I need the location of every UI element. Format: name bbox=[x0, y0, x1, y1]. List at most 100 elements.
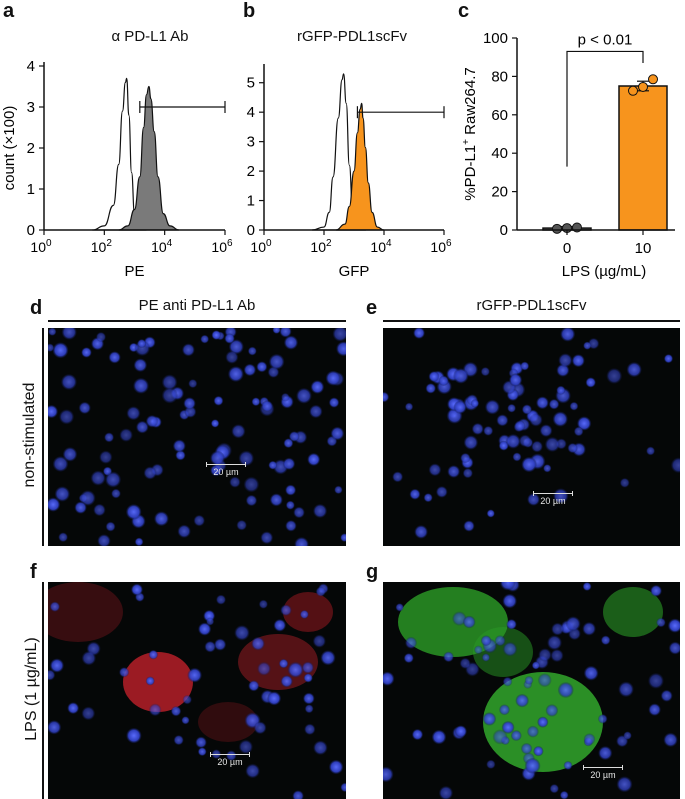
panel-a-title: α PD-L1 Ab bbox=[111, 28, 189, 45]
cell-nucleus bbox=[280, 675, 293, 688]
y-tick-label: 4 bbox=[247, 104, 255, 121]
cell-nucleus bbox=[292, 790, 304, 799]
cell-nucleus bbox=[582, 582, 592, 591]
cell-nucleus bbox=[231, 424, 246, 439]
x-tick-label: 102 bbox=[91, 238, 113, 255]
data-point bbox=[628, 85, 638, 96]
cell-nucleus bbox=[285, 500, 295, 510]
cell-nucleus bbox=[507, 403, 516, 413]
cell-nucleus bbox=[524, 757, 541, 774]
cell-nucleus bbox=[315, 586, 326, 597]
cell-nucleus bbox=[462, 468, 473, 479]
cell-nucleus bbox=[273, 619, 286, 632]
stain-region bbox=[198, 702, 258, 742]
micrograph-g: 20 µm bbox=[383, 582, 680, 799]
cell-nucleus bbox=[606, 368, 623, 384]
cell-nucleus bbox=[616, 776, 633, 793]
cell-nucleus bbox=[234, 625, 250, 641]
cell-nucleus bbox=[529, 413, 543, 427]
cell-nucleus bbox=[96, 332, 106, 342]
cell-nucleus bbox=[648, 673, 664, 689]
cell-nucleus bbox=[257, 661, 271, 676]
cell-nucleus bbox=[228, 339, 244, 355]
cell-nucleus bbox=[536, 396, 549, 410]
cell-nucleus bbox=[569, 401, 579, 411]
cell-nucleus bbox=[667, 618, 680, 633]
y-tick-label: 4 bbox=[27, 58, 35, 75]
cell-nucleus bbox=[213, 395, 224, 406]
cell-nucleus bbox=[283, 335, 298, 350]
cell-nucleus bbox=[313, 503, 328, 518]
cell-nucleus bbox=[304, 723, 316, 735]
p-value-label: p < 0.01 bbox=[578, 31, 633, 48]
cell-nucleus bbox=[563, 761, 573, 770]
scale-bar-e: 20 µm bbox=[533, 491, 573, 506]
cell-nucleus bbox=[518, 434, 532, 447]
cell-nucleus bbox=[267, 691, 282, 706]
cell-nucleus bbox=[320, 650, 336, 666]
cell-nucleus bbox=[527, 493, 540, 506]
cell-nucleus bbox=[545, 704, 559, 717]
cell-nucleus bbox=[149, 703, 162, 716]
cell-nucleus bbox=[583, 665, 599, 681]
cell-nucleus bbox=[48, 720, 62, 735]
cell-nucleus bbox=[183, 397, 196, 410]
cell-nucleus bbox=[90, 470, 106, 486]
cell-nucleus bbox=[543, 464, 552, 473]
cell-nucleus bbox=[510, 730, 522, 741]
cell-nucleus bbox=[279, 328, 292, 338]
y-tick-label: 60 bbox=[491, 107, 508, 124]
micrograph-e: 20 µm bbox=[383, 328, 680, 546]
cell-nucleus bbox=[454, 725, 467, 738]
cell-nucleus bbox=[303, 673, 313, 683]
cell-nucleus bbox=[474, 645, 483, 655]
cell-nucleus bbox=[573, 426, 584, 437]
cell-nucleus bbox=[656, 617, 666, 628]
cell-nucleus bbox=[48, 405, 58, 419]
cell-nucleus bbox=[414, 525, 428, 539]
cell-nucleus bbox=[330, 426, 345, 441]
x-tick-label: 106 bbox=[430, 238, 452, 255]
cell-nucleus bbox=[272, 328, 281, 334]
cell-nucleus bbox=[282, 457, 296, 470]
cell-nucleus bbox=[583, 341, 592, 350]
cell-nucleus bbox=[48, 343, 55, 352]
cell-nucleus bbox=[392, 471, 403, 483]
cell-nucleus bbox=[544, 437, 560, 452]
cell-nucleus bbox=[243, 476, 260, 493]
cell-nucleus bbox=[307, 453, 321, 466]
cell-nucleus bbox=[253, 721, 267, 735]
y-tick-label: 0 bbox=[27, 222, 35, 239]
cell-nucleus bbox=[512, 452, 522, 462]
panel-letter-c: c bbox=[458, 0, 470, 22]
cell-nucleus bbox=[154, 511, 169, 527]
cell-nucleus bbox=[506, 619, 517, 630]
cell-nucleus bbox=[460, 452, 471, 464]
cell-nucleus bbox=[278, 658, 289, 669]
cell-nucleus bbox=[243, 363, 256, 377]
cell-nucleus bbox=[550, 649, 564, 662]
y-tick-label: 20 bbox=[491, 184, 508, 201]
cell-nucleus bbox=[52, 456, 69, 472]
cell-nucleus bbox=[405, 636, 417, 649]
cell-nucleus bbox=[646, 446, 655, 456]
y-axis-title: count (×100) bbox=[1, 106, 18, 191]
cell-nucleus bbox=[548, 399, 560, 410]
cell-nucleus bbox=[309, 404, 323, 419]
panel-letter-b: b bbox=[243, 0, 256, 22]
cell-nucleus bbox=[80, 490, 96, 506]
cell-nucleus bbox=[210, 450, 225, 466]
cell-nucleus bbox=[560, 328, 576, 342]
cell-nucleus bbox=[557, 682, 574, 698]
y-tick-label: 5 bbox=[247, 75, 255, 92]
cell-nucleus bbox=[670, 457, 680, 473]
panel-letter-a: a bbox=[3, 0, 15, 22]
cell-nucleus bbox=[619, 478, 630, 488]
x-tick-label: 100 bbox=[30, 238, 52, 255]
cell-nucleus bbox=[81, 706, 96, 721]
cell-nucleus bbox=[67, 702, 79, 714]
cell-nucleus bbox=[285, 520, 297, 532]
cell-nucleus bbox=[340, 533, 346, 542]
cell-nucleus bbox=[48, 497, 61, 512]
histogram-stained-curve bbox=[335, 102, 385, 231]
